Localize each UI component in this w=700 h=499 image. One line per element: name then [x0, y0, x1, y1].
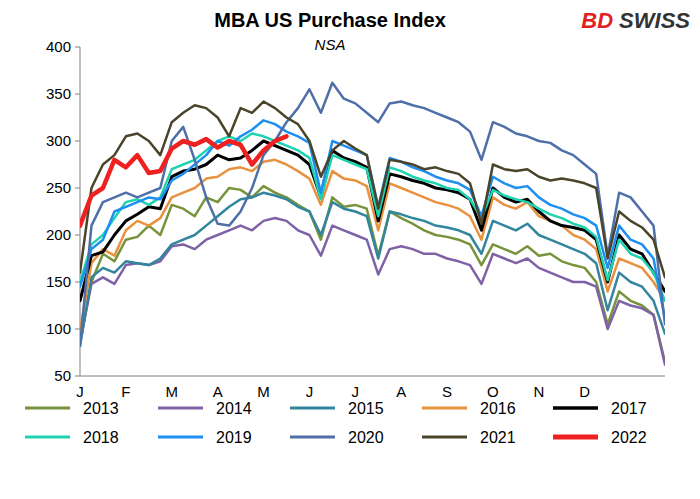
y-tick — [75, 376, 80, 377]
legend-swatch — [158, 436, 203, 439]
subtitle: NSA — [315, 36, 346, 53]
legend-label: 2016 — [480, 400, 516, 417]
legend-swatch — [290, 407, 335, 410]
title: MBA US Purchase Index — [214, 9, 446, 31]
x-tick-label: N — [533, 383, 544, 400]
legend-label: 2017 — [611, 400, 647, 417]
x-tick-label: M — [166, 383, 179, 400]
legend-label: 2014 — [216, 400, 252, 417]
chart: MBA US Purchase IndexNSABDSWISS501001502… — [0, 0, 700, 499]
y-tick-label: 50 — [54, 367, 71, 384]
x-tick-label: A — [396, 383, 406, 400]
x-axis-line — [80, 376, 665, 377]
legend-label: 2020 — [348, 429, 384, 446]
legend-swatch — [290, 436, 335, 439]
logo-text: BDSWISS — [581, 8, 690, 33]
legend-label: 2022 — [611, 429, 647, 446]
y-tick — [75, 47, 80, 48]
plot-area — [80, 83, 665, 365]
y-tick-label: 300 — [46, 132, 71, 149]
series-line — [80, 83, 665, 346]
legend-swatch — [25, 407, 70, 410]
series-line — [80, 141, 665, 301]
legend-swatch — [158, 407, 203, 410]
y-tick-label: 250 — [46, 179, 71, 196]
legend-label: 2019 — [216, 429, 252, 446]
y-tick — [75, 282, 80, 283]
x-tick-label: J — [352, 383, 360, 400]
y-tick-label: 100 — [46, 320, 71, 337]
legend-swatch — [25, 436, 70, 439]
y-tick — [75, 94, 80, 95]
series-line — [80, 102, 665, 278]
legend-swatch — [553, 435, 598, 440]
x-tick-label: D — [579, 383, 590, 400]
y-tick-label: 350 — [46, 85, 71, 102]
legend-swatch — [422, 436, 467, 439]
logo-part: SWISS — [619, 8, 690, 33]
legend-label: 2018 — [83, 429, 119, 446]
x-tick-label: A — [213, 383, 223, 400]
legend-swatch — [422, 407, 467, 410]
series-line — [80, 120, 665, 319]
legend-swatch — [553, 406, 598, 410]
y-tick-label: 200 — [46, 226, 71, 243]
y-tick-label: 150 — [46, 273, 71, 290]
x-tick-label: M — [257, 383, 270, 400]
legend-label: 2015 — [348, 400, 384, 417]
legend-label: 2013 — [83, 400, 119, 417]
y-tick — [75, 188, 80, 189]
background — [0, 0, 700, 499]
x-tick-label: F — [121, 383, 130, 400]
y-tick-label: 400 — [46, 38, 71, 55]
y-tick — [75, 235, 80, 236]
y-tick — [75, 141, 80, 142]
x-tick-label: O — [487, 383, 499, 400]
series-line — [80, 136, 286, 225]
x-tick-label: S — [442, 383, 452, 400]
legend-label: 2021 — [480, 429, 516, 446]
x-tick-label: J — [76, 383, 84, 400]
x-tick-label: J — [306, 383, 314, 400]
logo-part: BD — [581, 8, 613, 33]
y-tick — [75, 329, 80, 330]
